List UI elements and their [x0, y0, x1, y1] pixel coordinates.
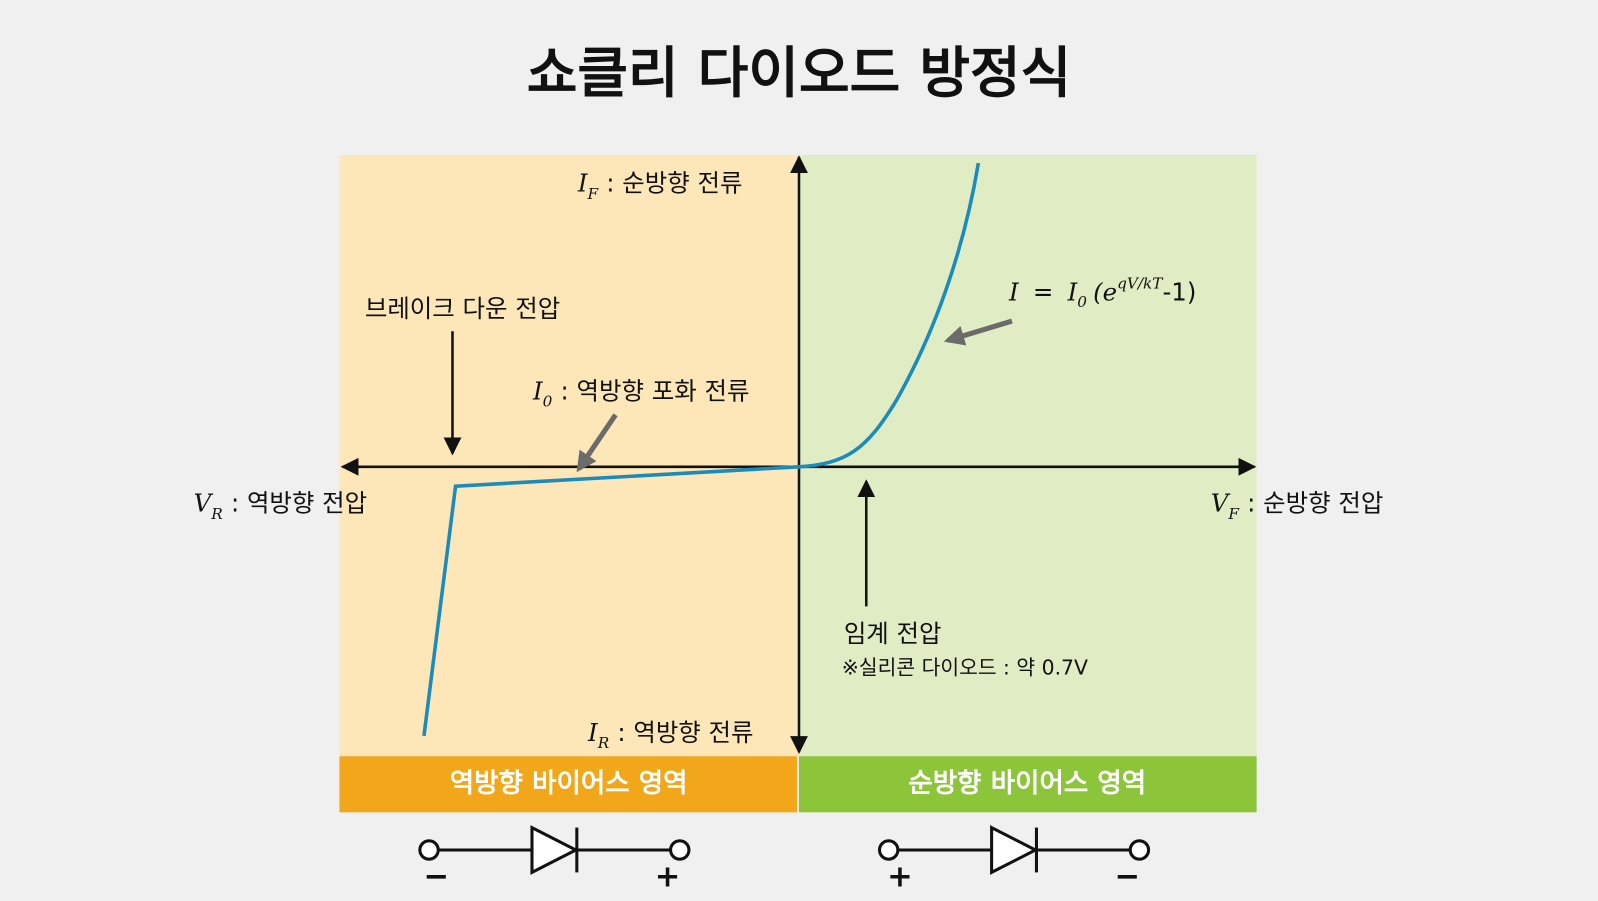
reverse-region-bar — [339, 756, 797, 813]
breakdown-label: 브레이크 다운 전압 — [365, 294, 560, 323]
forward-current-label: IF : 순방향 전류 — [577, 169, 743, 203]
text: : 순방향 전류 — [606, 169, 742, 198]
subscript: F — [1227, 505, 1240, 523]
exponent: qV/kT — [1117, 274, 1164, 292]
symbol: I — [577, 169, 589, 198]
forward-voltage-label: VF : 순방향 전압 — [1211, 489, 1384, 523]
forward-diode — [877, 825, 1151, 875]
forward-region-label: 순방향 바이어스 영역 — [908, 768, 1146, 799]
reverse-current-label: IR : 역방향 전류 — [587, 718, 753, 752]
reverse-region-label: 역방향 바이어스 영역 — [450, 768, 688, 799]
subscript: F — [587, 185, 600, 203]
lhs: I — [1008, 278, 1020, 307]
equation: I = I0 (eqV/kT-1) — [1008, 274, 1196, 310]
i: I — [1067, 278, 1079, 307]
close: -1) — [1162, 278, 1196, 307]
reverse-area — [339, 154, 799, 757]
sign: − — [423, 860, 449, 895]
subscript: R — [210, 505, 223, 523]
forward-area — [799, 154, 1257, 757]
saturation-current-label: I0 : 역방향 포화 전류 — [532, 377, 749, 411]
text: : 순방향 전압 — [1247, 489, 1383, 518]
sign: + — [887, 860, 913, 895]
sign: + — [655, 860, 681, 895]
saturation-arrow — [576, 413, 618, 473]
subscript: 0 — [543, 393, 553, 411]
reverse-diode — [418, 825, 691, 875]
i-sub: 0 — [1077, 293, 1087, 311]
text: : 역방향 포화 전류 — [561, 377, 750, 406]
equation-arrow — [943, 318, 1013, 346]
symbol: V — [194, 489, 214, 518]
threshold-label: 임계 전압 — [844, 619, 942, 648]
iv-curve — [422, 162, 981, 737]
title: 쇼클리 다이오드 방정식 — [527, 41, 1071, 105]
threshold-note: ※실리콘 다이오드 : 약 0.7V — [842, 656, 1088, 680]
reverse-voltage-label: VR : 역방향 전압 — [194, 489, 367, 523]
forward-region-bar — [799, 756, 1257, 813]
subscript: R — [597, 734, 610, 752]
symbol: I — [587, 718, 599, 747]
symbol: V — [1211, 489, 1231, 518]
symbol: I — [532, 377, 544, 406]
text: : 역방향 전압 — [231, 489, 367, 518]
equals: = — [1033, 278, 1053, 307]
sign: − — [1114, 860, 1140, 895]
open: (e — [1093, 278, 1117, 307]
text: : 역방향 전류 — [617, 718, 753, 747]
